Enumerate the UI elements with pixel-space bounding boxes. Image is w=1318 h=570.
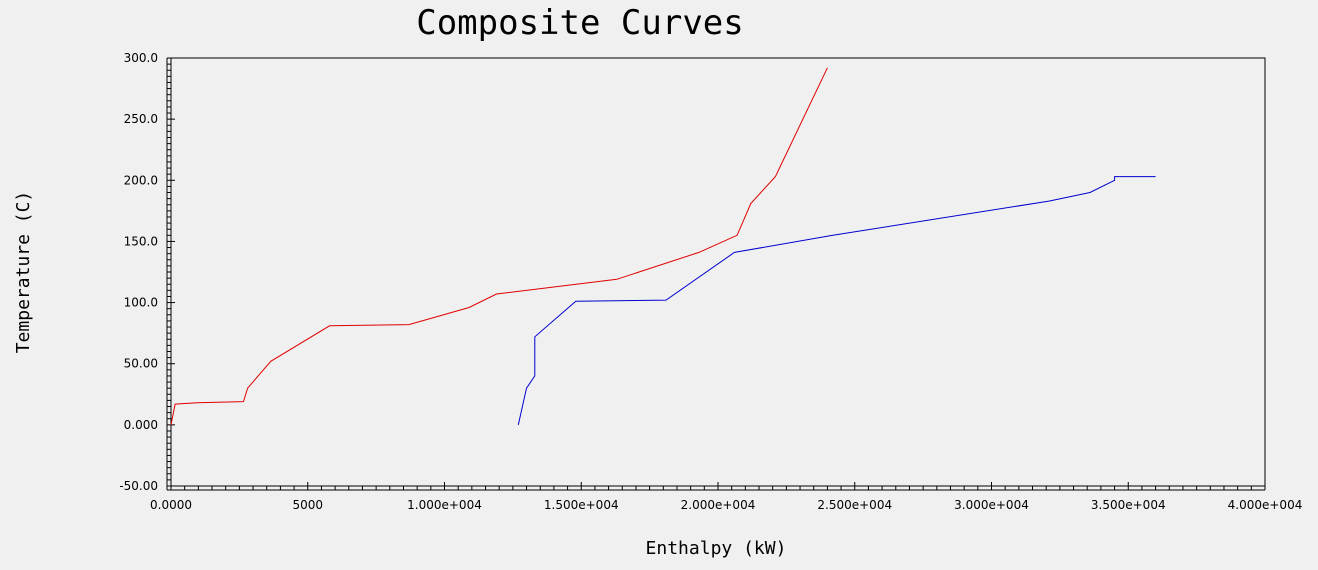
y-tick-label: 150.0 <box>124 234 158 248</box>
cold-composite-curve <box>517 176 1156 426</box>
x-tick-label: 2.500e+004 <box>817 498 892 512</box>
x-tick-label: 2.000e+004 <box>681 498 756 512</box>
y-tick-label: 300.0 <box>124 51 158 65</box>
x-tick-label: 0.0000 <box>150 498 192 512</box>
y-tick-label: -50.00 <box>119 479 158 493</box>
hot-composite-curve <box>170 67 828 425</box>
x-tick-label: 3.500e+004 <box>1091 498 1166 512</box>
y-tick-label: 200.0 <box>124 173 158 187</box>
y-tick-label: 0.000 <box>124 418 158 432</box>
y-tick-label: 250.0 <box>124 112 158 126</box>
x-axis-label: Enthalpy (kW) <box>646 538 787 559</box>
x-tick-label: 4.000e+004 <box>1228 498 1303 512</box>
x-tick-label: 1.500e+004 <box>544 498 619 512</box>
chart-title: Composite Curves <box>416 3 744 43</box>
series-group <box>170 67 1156 426</box>
x-axis-ticks: 0.0000 5000 1.000e+004 1.500e+004 2.000e+004… <box>150 482 1302 512</box>
x-tick-label: 1.000e+004 <box>407 498 482 512</box>
plot-area <box>170 57 1266 487</box>
y-axis-label: Temperature (C) <box>13 191 34 354</box>
x-tick-label: 3.000e+004 <box>954 498 1029 512</box>
y-tick-label: 50.00 <box>124 357 158 371</box>
x-tick-label: 5000 <box>292 498 323 512</box>
y-tick-label: 100.0 <box>124 296 158 310</box>
